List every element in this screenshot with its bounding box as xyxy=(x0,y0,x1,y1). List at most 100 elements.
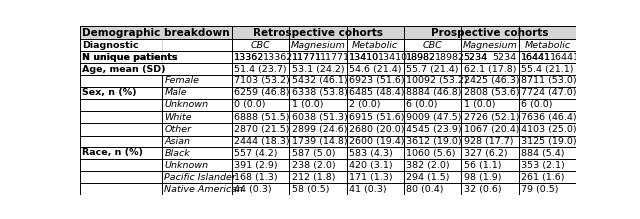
Text: 583 (4.3): 583 (4.3) xyxy=(349,149,393,158)
Text: 6038 (51.3): 6038 (51.3) xyxy=(292,113,348,122)
Text: 1060 (5.6): 1060 (5.6) xyxy=(406,149,456,158)
Text: 6923 (51.6): 6923 (51.6) xyxy=(349,76,404,85)
Text: 32 (0.6): 32 (0.6) xyxy=(463,185,501,194)
Text: 2899 (24.6): 2899 (24.6) xyxy=(292,125,347,134)
Text: 11771: 11771 xyxy=(320,53,350,62)
Text: Magnesium: Magnesium xyxy=(463,41,517,50)
Text: 2600 (19.4): 2600 (19.4) xyxy=(349,137,404,146)
Bar xyxy=(80,51,576,63)
Text: 80 (0.4): 80 (0.4) xyxy=(406,185,444,194)
Text: 0 (0.0): 0 (0.0) xyxy=(234,100,266,109)
Text: 44 (0.3): 44 (0.3) xyxy=(234,185,272,194)
Bar xyxy=(289,27,290,39)
Text: 55.7 (21.4): 55.7 (21.4) xyxy=(406,65,459,74)
Text: 327 (6.2): 327 (6.2) xyxy=(463,149,508,158)
Text: White: White xyxy=(164,113,192,122)
Text: 11771: 11771 xyxy=(292,53,321,62)
Bar xyxy=(80,147,576,159)
Text: 7636 (46.4): 7636 (46.4) xyxy=(521,113,577,122)
Text: 41 (0.3): 41 (0.3) xyxy=(349,185,387,194)
Text: 2870 (21.5): 2870 (21.5) xyxy=(234,125,290,134)
Text: 6 (0.0): 6 (0.0) xyxy=(406,100,438,109)
Text: 4103 (25.0): 4103 (25.0) xyxy=(521,125,577,134)
Text: 6 (0.0): 6 (0.0) xyxy=(521,100,552,109)
Text: 53.1 (24.2): 53.1 (24.2) xyxy=(292,65,344,74)
Bar xyxy=(80,26,576,39)
Bar xyxy=(80,39,576,51)
Text: 51.4 (23.7): 51.4 (23.7) xyxy=(234,65,287,74)
Bar xyxy=(232,51,576,63)
Text: Native American: Native American xyxy=(164,185,244,194)
Text: 18982: 18982 xyxy=(406,53,436,62)
Text: 13362: 13362 xyxy=(263,53,293,62)
Text: 5432 (46.1): 5432 (46.1) xyxy=(292,76,348,85)
Text: 9009 (47.5): 9009 (47.5) xyxy=(406,113,462,122)
Text: 420 (3.1): 420 (3.1) xyxy=(349,161,392,170)
Text: 13410: 13410 xyxy=(349,53,379,62)
Text: Magnesium: Magnesium xyxy=(291,41,346,50)
Text: Prospective cohorts: Prospective cohorts xyxy=(431,28,548,38)
Bar xyxy=(80,75,576,87)
Text: 587 (5.0): 587 (5.0) xyxy=(292,149,335,158)
Text: Metabolic: Metabolic xyxy=(524,41,570,50)
Bar xyxy=(162,27,163,74)
Text: 5234: 5234 xyxy=(463,53,488,62)
Text: 18982: 18982 xyxy=(406,53,436,62)
Text: 6485 (48.4): 6485 (48.4) xyxy=(349,88,404,97)
Text: 2444 (18.3): 2444 (18.3) xyxy=(234,137,290,146)
Text: Black: Black xyxy=(164,149,190,158)
Text: Retrospective cohorts: Retrospective cohorts xyxy=(253,28,383,38)
Bar xyxy=(80,87,576,99)
Text: Unknown: Unknown xyxy=(164,161,209,170)
Text: 8711 (53.0): 8711 (53.0) xyxy=(521,76,577,85)
Text: 55.4 (21.1): 55.4 (21.1) xyxy=(521,65,573,74)
Text: 2425 (46.3): 2425 (46.3) xyxy=(463,76,519,85)
Text: Female: Female xyxy=(164,76,200,85)
Text: 2808 (53.6): 2808 (53.6) xyxy=(463,88,519,97)
Text: Demographic breakdown: Demographic breakdown xyxy=(83,28,230,38)
Text: 54.6 (21.4): 54.6 (21.4) xyxy=(349,65,401,74)
Text: 8884 (46.8): 8884 (46.8) xyxy=(406,88,462,97)
Text: 13362: 13362 xyxy=(234,53,264,62)
Text: Pacific Islander: Pacific Islander xyxy=(164,173,236,182)
Text: 98 (1.9): 98 (1.9) xyxy=(463,173,501,182)
Bar xyxy=(518,27,519,39)
Text: 58 (0.5): 58 (0.5) xyxy=(292,185,329,194)
Text: 5234: 5234 xyxy=(492,53,516,62)
Text: 16441: 16441 xyxy=(521,53,551,62)
Bar xyxy=(80,183,576,195)
Bar xyxy=(80,171,576,183)
Text: N unique patients: N unique patients xyxy=(83,53,178,62)
Text: 6338 (53.8): 6338 (53.8) xyxy=(292,88,348,97)
Text: 16441: 16441 xyxy=(550,53,580,62)
Text: 353 (2.1): 353 (2.1) xyxy=(521,161,564,170)
Text: 884 (5.4): 884 (5.4) xyxy=(521,149,564,158)
Text: N unique patients: N unique patients xyxy=(83,53,178,62)
Text: CBC: CBC xyxy=(423,41,442,50)
Text: 7724 (47.0): 7724 (47.0) xyxy=(521,88,577,97)
Text: 1 (0.0): 1 (0.0) xyxy=(463,100,495,109)
Bar xyxy=(80,99,576,111)
Bar xyxy=(80,111,576,123)
Text: 238 (2.0): 238 (2.0) xyxy=(292,161,335,170)
Text: 3125 (19.0): 3125 (19.0) xyxy=(521,137,577,146)
Text: 6259 (46.8): 6259 (46.8) xyxy=(234,88,290,97)
Text: 1067 (20.4): 1067 (20.4) xyxy=(463,125,519,134)
Bar xyxy=(80,123,576,136)
Text: 13410: 13410 xyxy=(378,53,408,62)
Text: 382 (2.0): 382 (2.0) xyxy=(406,161,450,170)
Text: Male: Male xyxy=(164,88,187,97)
Text: 168 (1.3): 168 (1.3) xyxy=(234,173,278,182)
Text: 3612 (19.0): 3612 (19.0) xyxy=(406,137,462,146)
Text: 928 (17.7): 928 (17.7) xyxy=(463,137,513,146)
Text: 171 (1.3): 171 (1.3) xyxy=(349,173,392,182)
Text: 212 (1.8): 212 (1.8) xyxy=(292,173,335,182)
Text: 2 (0.0): 2 (0.0) xyxy=(349,100,380,109)
Text: 4545 (23.9): 4545 (23.9) xyxy=(406,125,462,134)
Text: Asian: Asian xyxy=(164,137,191,146)
Text: 10092 (53.2): 10092 (53.2) xyxy=(406,76,468,85)
Text: 6915 (51.6): 6915 (51.6) xyxy=(349,113,404,122)
Text: 56 (1.1): 56 (1.1) xyxy=(463,161,501,170)
Text: 7103 (53.2): 7103 (53.2) xyxy=(234,76,290,85)
Text: CBC: CBC xyxy=(251,41,271,50)
